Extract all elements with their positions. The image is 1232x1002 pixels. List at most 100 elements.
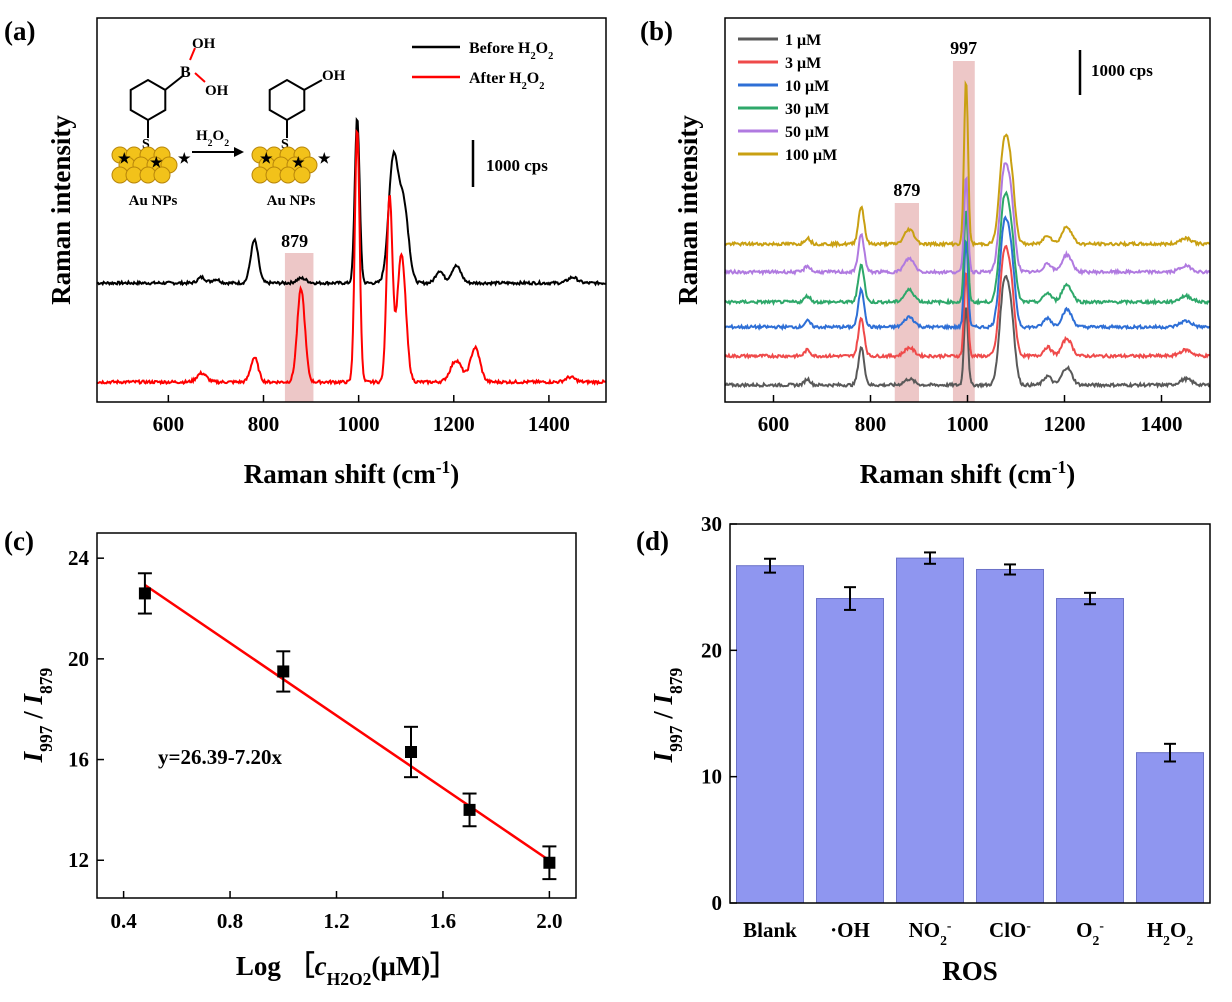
panel-label: (b)	[640, 16, 673, 46]
product-label: Au NPs	[267, 193, 316, 209]
plot-frame	[96, 17, 607, 403]
x-tick-label: 800	[855, 412, 887, 436]
panel-label: (a)	[4, 16, 35, 46]
x-tick-label: 800	[248, 412, 280, 436]
y-axis-label: I997 / I879	[648, 667, 686, 763]
x-tick-label: 1000	[338, 412, 380, 436]
data-point-2	[405, 746, 418, 758]
legend-label: 3 μM	[785, 55, 821, 72]
x-tick-label: 1.2	[323, 909, 349, 933]
x-tick-label: 1200	[433, 412, 475, 436]
fit-line	[144, 583, 551, 862]
spectrum-line-0	[724, 274, 1211, 389]
x-tick-label: 2.0	[536, 909, 562, 933]
bar-2	[896, 557, 964, 904]
data-point-1	[277, 665, 290, 678]
spectrum-line-2	[724, 215, 1211, 331]
gold-substrate-left	[111, 146, 178, 184]
phenol-oh-label: OH	[322, 68, 346, 84]
category-label-0: Blank	[743, 918, 797, 942]
x-axis-label: Raman shift (cm-1)	[244, 457, 460, 489]
category-label-4: O2-	[1076, 918, 1104, 948]
band-label-997: 997	[950, 38, 977, 58]
x-tick-label: 1000	[947, 412, 989, 436]
data-point-4	[543, 856, 556, 869]
category-label-3: ClO-	[989, 918, 1031, 943]
x-tick-label: 1400	[1141, 412, 1183, 436]
legend-label: 10 μM	[785, 78, 829, 95]
star-marker-purple: ★	[118, 151, 131, 167]
spectrum-line-before	[96, 116, 607, 287]
plot-frame	[729, 523, 1211, 904]
reagent-label: H2O2	[196, 128, 229, 149]
y-axis-label: Raman intensity	[46, 115, 76, 305]
x-tick-label: 0.8	[217, 909, 243, 933]
phenol-ring	[268, 78, 306, 122]
sulfur-label: S	[142, 137, 150, 152]
star-marker-purple: ★	[178, 151, 191, 167]
panel-b: 879 997 1 μM 3 μM 10 μM 30 μM 50 μM 100 μM 600 80…	[640, 16, 1211, 489]
star-marker-green: ★	[260, 151, 273, 167]
spectrum-line-5	[725, 79, 1211, 249]
category-label-1: ·OH	[830, 918, 870, 942]
bond	[194, 72, 206, 83]
band-label-879: 879	[281, 231, 308, 251]
legend-label: 1 μM	[785, 32, 821, 49]
spectrum-line-after	[97, 128, 607, 386]
x-tick-label: 0.4	[110, 909, 137, 933]
boron-label: B	[180, 64, 191, 81]
legend-label: 30 μM	[785, 101, 829, 118]
y-axis-label: Raman intensity	[673, 115, 703, 305]
x-axis-label: Log ［cH2O2(μM)］	[236, 951, 457, 989]
star-marker-green: ★	[292, 155, 305, 171]
y-tick-label: 20	[701, 638, 722, 662]
legend-label: After H2O2	[469, 70, 544, 92]
highlight-band-879	[284, 253, 314, 402]
star-marker-purple: ★	[150, 155, 163, 171]
x-tick-label: 1400	[528, 412, 570, 436]
y-tick-label: 20	[68, 647, 89, 671]
bond	[303, 79, 323, 91]
legend-label: Before H2O2	[469, 40, 553, 62]
gold-nanoparticle	[153, 166, 171, 184]
scale-bar-label: 1000 cps	[1091, 61, 1153, 80]
panel-d: Blank ·OH NO2- ClO- O2- H2O2 0 10 20 30 ROS I997 / …	[636, 512, 1211, 986]
panel-label: (c)	[4, 526, 34, 556]
x-tick-label: 1200	[1044, 412, 1086, 436]
y-tick-label: 10	[701, 765, 722, 789]
bar-1	[816, 598, 884, 904]
fit-equation: y=26.39-7.20x	[158, 745, 282, 769]
bar-0	[736, 565, 804, 904]
y-tick-label: 30	[701, 512, 722, 536]
reactant-label: Au NPs	[129, 193, 178, 209]
bar-3	[976, 568, 1044, 904]
band-label-879: 879	[893, 180, 920, 200]
panel-a: 879 600 800 1000 1200 1400 Raman shift (cm-1) R…	[4, 16, 607, 489]
oh-label-top: OH	[192, 36, 216, 52]
star-marker-green: ★	[318, 151, 331, 167]
x-tick-label: 600	[758, 412, 790, 436]
panel-c: 0.4 0.8 1.2 1.6 2.0 12 16 20 24 y=26.39-7.20x Log …	[4, 526, 577, 989]
data-point-0	[138, 587, 151, 600]
legend-label: 50 μM	[785, 124, 829, 141]
x-tick-label: 1.6	[430, 909, 456, 933]
x-axis-label: Raman shift (cm-1)	[860, 457, 1076, 489]
bond	[164, 74, 185, 91]
x-tick-label: 600	[153, 412, 185, 436]
reaction-arrow-head	[234, 147, 244, 157]
gold-substrate-right	[251, 146, 318, 184]
x-axis-label: ROS	[942, 956, 998, 986]
y-tick-label: 0	[712, 891, 723, 915]
category-label-2: NO2-	[909, 918, 952, 948]
gold-nanoparticle	[293, 166, 311, 184]
spectrum-line-1	[724, 244, 1211, 361]
sulfur-label-product: S	[281, 137, 289, 152]
panel-label: (d)	[636, 526, 669, 556]
y-tick-label: 24	[68, 546, 90, 570]
scale-bar-label: 1000 cps	[486, 156, 548, 175]
y-axis-label: I997 / I879	[18, 667, 56, 763]
y-tick-label: 16	[68, 748, 89, 772]
y-tick-label: 12	[68, 848, 89, 872]
legend-label: 100 μM	[785, 147, 837, 164]
